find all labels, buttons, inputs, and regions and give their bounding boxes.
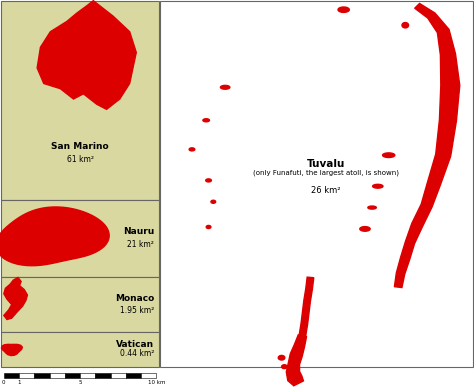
Bar: [160, 1, 473, 367]
Bar: [1, 332, 159, 367]
Bar: [4, 373, 19, 378]
Polygon shape: [206, 225, 211, 229]
Polygon shape: [383, 153, 395, 158]
Bar: [65, 373, 80, 378]
Text: 5: 5: [78, 380, 82, 385]
Text: Tuvalu: Tuvalu: [307, 159, 345, 169]
Bar: [1, 1, 159, 200]
Polygon shape: [301, 330, 306, 334]
Polygon shape: [278, 355, 285, 360]
Bar: [34, 373, 50, 378]
Bar: [1, 277, 159, 332]
Polygon shape: [338, 7, 349, 12]
Polygon shape: [203, 119, 210, 122]
Text: Vatican: Vatican: [116, 340, 154, 349]
Text: 26 km²: 26 km²: [311, 186, 341, 195]
Text: 0.44 km²: 0.44 km²: [119, 349, 154, 359]
Polygon shape: [360, 227, 370, 231]
Polygon shape: [373, 184, 383, 188]
Polygon shape: [37, 1, 137, 109]
Bar: [95, 373, 110, 378]
Bar: [19, 373, 34, 378]
Polygon shape: [4, 277, 27, 320]
Bar: [1, 200, 159, 277]
Polygon shape: [402, 23, 409, 28]
Text: 1.95 km²: 1.95 km²: [120, 306, 154, 315]
Polygon shape: [368, 206, 376, 209]
Text: 61 km²: 61 km²: [67, 156, 93, 165]
Text: 21 km²: 21 km²: [127, 240, 154, 249]
Polygon shape: [206, 179, 211, 182]
Polygon shape: [299, 277, 314, 336]
Text: 10 km: 10 km: [148, 380, 165, 385]
Text: San Marino: San Marino: [51, 142, 109, 151]
Polygon shape: [220, 85, 230, 89]
Text: Monaco: Monaco: [115, 294, 154, 303]
Polygon shape: [282, 365, 287, 369]
Text: Nauru: Nauru: [123, 227, 154, 236]
Bar: [126, 373, 141, 378]
Bar: [80, 373, 95, 378]
Polygon shape: [189, 148, 195, 151]
Polygon shape: [286, 335, 307, 386]
Text: (only Funafuti, the largest atoll, is shown): (only Funafuti, the largest atoll, is sh…: [253, 170, 399, 177]
Polygon shape: [394, 3, 460, 288]
Text: 0: 0: [2, 380, 6, 385]
Text: 1: 1: [18, 380, 21, 385]
Bar: [50, 373, 65, 378]
Bar: [141, 373, 156, 378]
Polygon shape: [1, 344, 22, 355]
Polygon shape: [0, 207, 109, 266]
Polygon shape: [211, 200, 216, 203]
Bar: [110, 373, 126, 378]
